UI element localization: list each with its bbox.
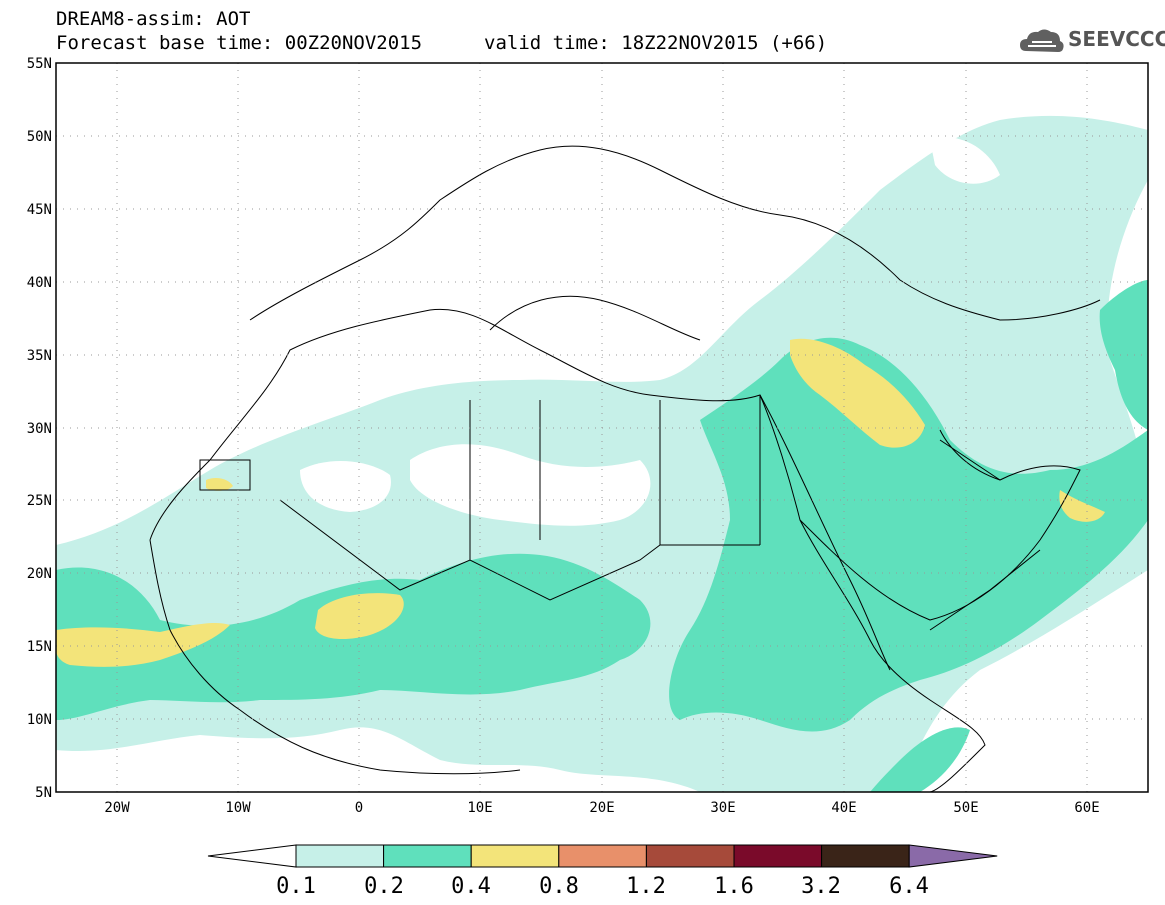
- lon-label: 20E: [589, 800, 614, 816]
- lat-label: 10N: [27, 712, 52, 728]
- coastlines: [149, 145, 1101, 792]
- lon-label: 0: [355, 800, 363, 816]
- lat-label: 55N: [27, 56, 52, 72]
- aot-hole-ne: [930, 137, 1000, 184]
- lon-label: 20W: [104, 800, 130, 816]
- border-2: [469, 395, 761, 560]
- lon-label: 10E: [467, 800, 492, 816]
- lat-label: 35N: [27, 348, 52, 364]
- lat-axis: 55N 50N 45N 40N 35N 30N 25N 20N 15N 10N …: [27, 56, 52, 801]
- aot-band-high-iraq: [790, 338, 925, 448]
- valid-time: valid time: 18Z22NOV2015 (+66): [484, 32, 828, 54]
- aot-band-mid-ne: [1099, 280, 1148, 430]
- forecast-base-time: Forecast base time: 00Z20NOV2015: [56, 32, 423, 54]
- red-sea: [759, 394, 891, 671]
- grid: [56, 63, 1148, 792]
- map-frame: [55, 62, 1149, 793]
- map-title: DREAM8-assim: AOT: [56, 8, 251, 30]
- cloud-icon: [1020, 29, 1064, 52]
- aot-band-high-wa: [56, 622, 230, 667]
- lat-label: 30N: [27, 421, 52, 437]
- lon-label: 60E: [1074, 800, 1099, 816]
- west-africa-coast: [149, 539, 521, 775]
- aot-band-mid-east: [669, 337, 1148, 732]
- lon-label: 30E: [710, 800, 735, 816]
- lat-label: 25N: [27, 493, 52, 509]
- lon-label: 40E: [831, 800, 856, 816]
- aot-field: [56, 115, 1148, 792]
- lon-label: 10W: [225, 800, 251, 816]
- lat-label: 45N: [27, 202, 52, 218]
- lat-label: 20N: [27, 566, 52, 582]
- seevccc-logo: SEEVCCC: [1068, 27, 1165, 51]
- aot-band-high-wsahara: [206, 478, 233, 491]
- arabia-coast: [799, 429, 1081, 621]
- aot-band-mid-somalia: [870, 727, 970, 792]
- med-north: [489, 295, 701, 341]
- aot-hole-west: [300, 460, 391, 512]
- aot-band-high-oman: [1059, 490, 1105, 522]
- border-4: [199, 459, 251, 491]
- africa-coast: [149, 308, 986, 792]
- lat-label: 15N: [27, 639, 52, 655]
- lat-label: 5N: [35, 785, 52, 801]
- lon-axis: 20W 10W 0 10E 20E 30E 40E 50E 60E: [104, 800, 1099, 816]
- lon-label: 50E: [953, 800, 978, 816]
- lat-label: 50N: [27, 129, 52, 145]
- border-3: [929, 439, 1041, 631]
- europe-coast: [249, 145, 1101, 321]
- lat-label: 40N: [27, 275, 52, 291]
